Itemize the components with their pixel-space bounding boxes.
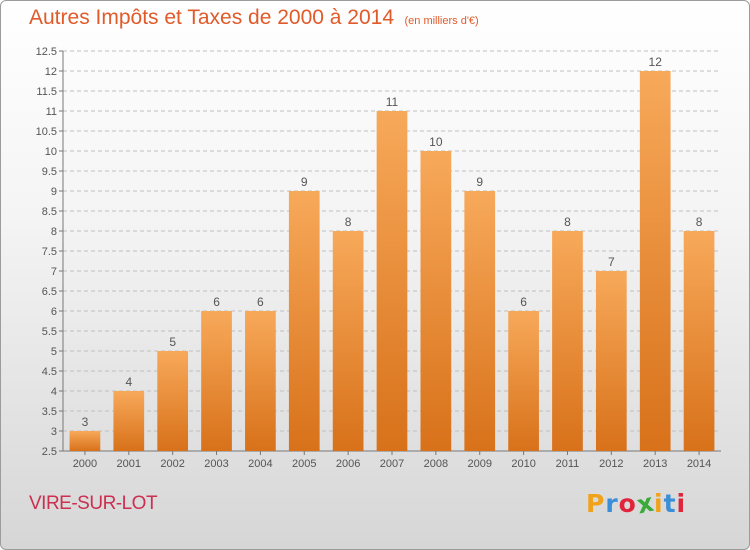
- y-tick-label: 6: [51, 306, 57, 318]
- bar: [332, 231, 364, 451]
- bar: [69, 431, 101, 451]
- bar: [464, 191, 496, 451]
- logo-letter: i: [676, 489, 687, 518]
- y-tick-label: 12.5: [36, 46, 57, 58]
- y-tick-label: 3: [51, 426, 57, 438]
- y-tick-label: 7: [51, 266, 57, 278]
- y-tick-label: 8: [51, 226, 57, 238]
- logo-letter: i: [654, 489, 664, 518]
- bar-value-label: 12: [649, 55, 663, 69]
- bar-value-label: 11: [386, 95, 399, 109]
- x-tick-label: 2014: [687, 458, 711, 470]
- bar: [376, 111, 408, 451]
- chart-title: Autres Impôts et Taxes de 2000 à 2014: [29, 6, 395, 29]
- x-tick-label: 2000: [73, 458, 97, 470]
- bar-value-label: 10: [429, 135, 443, 149]
- x-tick-label: 2012: [599, 458, 623, 470]
- y-tick-label: 11.5: [36, 86, 57, 98]
- title-row: Autres Impôts et Taxes de 2000 à 2014 (e…: [29, 6, 479, 30]
- y-tick-label: 8.5: [42, 206, 57, 218]
- town-name: VIRE-SUR-LOT: [29, 493, 158, 514]
- x-tick-label: 2005: [292, 458, 316, 470]
- bar-value-label: 9: [301, 175, 308, 189]
- x-tick-label: 2002: [160, 458, 184, 470]
- x-tick-label: 2013: [643, 458, 667, 470]
- proxiti-logo[interactable]: Proxiti: [586, 488, 687, 520]
- bar-value-label: 8: [696, 215, 703, 229]
- bar: [595, 271, 627, 451]
- bar: [639, 71, 671, 451]
- bar: [420, 151, 452, 451]
- chart-subtitle: (en milliers d'€): [404, 15, 479, 27]
- y-tick-label: 9.5: [42, 166, 57, 178]
- bar-value-label: 6: [213, 295, 220, 309]
- y-tick-label: 5.5: [42, 326, 57, 338]
- x-tick-label: 2009: [467, 458, 491, 470]
- x-tick-label: 2001: [117, 458, 141, 470]
- x-tick-label: 2006: [336, 458, 360, 470]
- logo-letter: r: [605, 489, 619, 518]
- bar-value-label: 4: [125, 375, 132, 389]
- bar-value-label: 5: [169, 335, 176, 349]
- x-tick-label: 2007: [380, 458, 404, 470]
- bar: [157, 351, 189, 451]
- y-tick-label: 6.5: [42, 286, 57, 298]
- y-tick-label: 2.5: [42, 446, 57, 458]
- y-tick-label: 10.5: [36, 126, 57, 138]
- bar-value-label: 3: [82, 415, 89, 429]
- bar: [245, 311, 276, 451]
- bar-value-label: 8: [345, 215, 352, 229]
- bar: [552, 231, 583, 451]
- y-tick-label: 7.5: [42, 246, 57, 258]
- bar: [113, 391, 145, 451]
- bar-value-label: 7: [608, 255, 615, 269]
- bar: [201, 311, 232, 451]
- logo-letter: o: [618, 489, 637, 518]
- bar-value-label: 9: [476, 175, 483, 189]
- y-tick-label: 11: [46, 106, 57, 118]
- x-tick-label: 2008: [424, 458, 448, 470]
- y-tick-label: 5: [51, 346, 57, 358]
- bar-value-label: 8: [564, 215, 571, 229]
- x-tick-label: 2003: [204, 458, 228, 470]
- y-tick-label: 3.5: [42, 406, 57, 418]
- x-tick-label: 2011: [556, 458, 580, 470]
- bar: [508, 311, 539, 451]
- bar-value-label: 6: [257, 295, 264, 309]
- y-tick-label: 4.5: [42, 366, 57, 378]
- y-tick-label: 12: [45, 66, 57, 78]
- y-tick-label: 9: [51, 186, 57, 198]
- logo-letter: P: [586, 489, 606, 518]
- logo-letter: t: [663, 489, 677, 518]
- y-tick-label: 10: [45, 146, 57, 158]
- x-tick-label: 2010: [511, 458, 535, 470]
- x-tick-label: 2004: [248, 458, 272, 470]
- bar: [288, 191, 320, 451]
- bar-value-label: 6: [520, 295, 527, 309]
- y-tick-label: 4: [51, 386, 57, 398]
- bar: [683, 231, 715, 451]
